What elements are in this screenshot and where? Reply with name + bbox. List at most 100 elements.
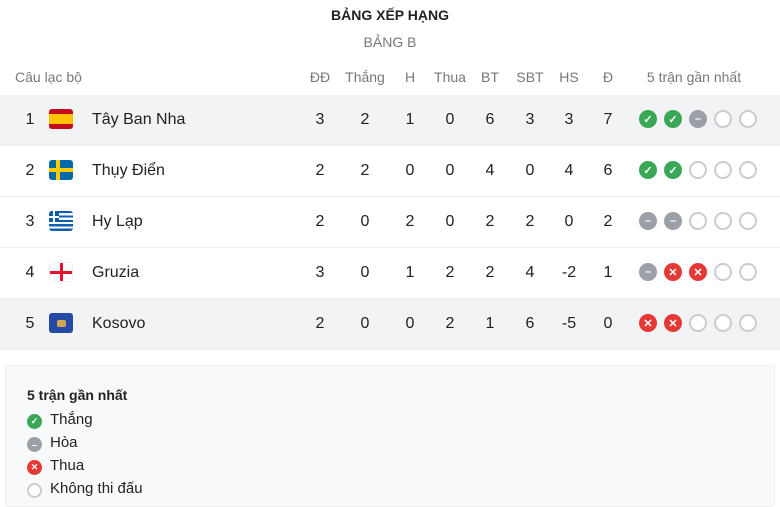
stat-cell: 2 [315, 213, 325, 230]
stat-cell: 0 [360, 213, 370, 230]
legend-label: Không thi đấu [50, 480, 143, 497]
stat-cell: 3 [564, 111, 574, 128]
legend-item: ✓ Thắng [27, 411, 93, 431]
stat-cell: 1 [603, 264, 613, 281]
draw-icon: – [27, 437, 42, 452]
stat-cell: 0 [360, 315, 370, 332]
stat-cell: 4 [564, 162, 574, 179]
stat-cell: 3 [315, 264, 325, 281]
win-icon: ✓ [27, 414, 42, 429]
form-not-played-icon [689, 161, 707, 179]
stat-cell: 2 [315, 315, 325, 332]
stat-cell: 6 [525, 315, 535, 332]
form-not-played-icon [714, 212, 732, 230]
col-form: 5 trận gần nhất [646, 69, 742, 85]
not-played-icon [27, 483, 42, 498]
rank: 1 [25, 111, 35, 128]
col-header[interactable]: H [404, 69, 416, 85]
col-header[interactable]: Thua [434, 69, 466, 85]
stat-cell: 1 [405, 111, 415, 128]
form-legend: 5 trận gần nhất ✓ Thắng – Hòa ✕ Thua Không thi… [5, 365, 775, 507]
stat-cell: 0 [445, 213, 455, 230]
team-name[interactable]: Gruzia [92, 264, 140, 281]
spain-flag-icon [49, 109, 73, 129]
stat-cell: 2 [360, 111, 370, 128]
stat-cell: 2 [445, 264, 455, 281]
stat-cell: 1 [485, 315, 495, 332]
stat-cell: 3 [315, 111, 325, 128]
stat-cell: 2 [525, 213, 535, 230]
stat-cell: 2 [485, 213, 495, 230]
form-not-played-icon [714, 110, 732, 128]
team-name[interactable]: Hy Lạp [92, 213, 143, 230]
team-name[interactable]: Thụy Điển [92, 162, 165, 179]
form-draw-icon: – [639, 212, 657, 230]
stat-cell: 2 [485, 264, 495, 281]
form-not-played-icon [739, 212, 757, 230]
stat-cell: 2 [445, 315, 455, 332]
stat-cell: -5 [561, 315, 577, 332]
legend-label: Thắng [50, 411, 93, 428]
georgia-flag-icon [49, 262, 73, 282]
stat-cell: 0 [405, 162, 415, 179]
col-club: Câu lạc bộ [15, 69, 82, 85]
stat-cell: -2 [561, 264, 577, 281]
stat-cell: 0 [603, 315, 613, 332]
col-header[interactable]: HS [559, 69, 579, 85]
form-not-played-icon [689, 314, 707, 332]
stat-cell: 0 [525, 162, 535, 179]
form-draw-icon: – [639, 263, 657, 281]
legend-title: 5 trận gần nhất [27, 387, 128, 403]
loss-icon: ✕ [27, 460, 42, 475]
form-not-played-icon [739, 161, 757, 179]
group-subtitle: BẢNG B [363, 34, 417, 50]
form-loss-icon: ✕ [639, 314, 657, 332]
col-header[interactable]: ĐĐ [309, 69, 331, 85]
stat-cell: 6 [485, 111, 495, 128]
stat-cell: 0 [445, 162, 455, 179]
form-not-played-icon [689, 212, 707, 230]
table-row[interactable]: 3 Hy Lạp 2 0 2 0 2 2 0 2 – – [0, 197, 780, 248]
col-header[interactable]: Đ [602, 69, 614, 85]
stat-cell: 0 [360, 264, 370, 281]
stat-cell: 2 [405, 213, 415, 230]
table-row[interactable]: 1 Tây Ban Nha 3 2 1 0 6 3 3 7 ✓ ✓ – [0, 95, 780, 146]
form-not-played-icon [739, 314, 757, 332]
stat-cell: 2 [315, 162, 325, 179]
form-loss-icon: ✕ [664, 263, 682, 281]
form-draw-icon: – [689, 110, 707, 128]
form-not-played-icon [739, 110, 757, 128]
col-header[interactable]: Thắng [345, 69, 385, 85]
legend-label: Hòa [50, 434, 78, 451]
col-header[interactable]: SBT [516, 69, 544, 85]
page-title: BẢNG XẾP HẠNG [331, 7, 449, 23]
legend-item: Không thi đấu [27, 480, 143, 500]
col-header[interactable]: BT [481, 69, 499, 85]
form-not-played-icon [714, 263, 732, 281]
team-name[interactable]: Kosovo [92, 315, 146, 332]
form-win-icon: ✓ [639, 110, 657, 128]
table-row[interactable]: 5 Kosovo 2 0 0 2 1 6 -5 0 ✕ ✕ [0, 299, 780, 350]
stat-cell: 4 [525, 264, 535, 281]
table-row[interactable]: 4 Gruzia 3 0 1 2 2 4 -2 1– ✕ ✕ [0, 248, 780, 299]
form-not-played-icon [714, 314, 732, 332]
form-draw-icon: – [664, 212, 682, 230]
legend-item: ✕ Thua [27, 457, 84, 477]
legend-item: – Hòa [27, 434, 78, 454]
rank: 2 [25, 162, 35, 179]
form-loss-icon: ✕ [664, 314, 682, 332]
form-loss-icon: ✕ [689, 263, 707, 281]
team-name[interactable]: Tây Ban Nha [92, 111, 186, 128]
rank: 3 [25, 213, 35, 230]
table-header: Câu lạc bộ ĐĐ Thắng H Thua BT SBT HS Đ 5 trận gần… [0, 69, 780, 87]
form-not-played-icon [739, 263, 757, 281]
form-win-icon: ✓ [664, 161, 682, 179]
form-win-icon: ✓ [639, 161, 657, 179]
stat-cell: 2 [603, 213, 613, 230]
form-win-icon: ✓ [664, 110, 682, 128]
table-row[interactable]: 2 Thụy Điển 2 2 0 0 4 0 4 6 ✓ ✓ [0, 146, 780, 197]
rank: 4 [25, 264, 35, 281]
stat-cell: 6 [603, 162, 613, 179]
stat-cell: 0 [445, 111, 455, 128]
stat-cell: 0 [564, 213, 574, 230]
